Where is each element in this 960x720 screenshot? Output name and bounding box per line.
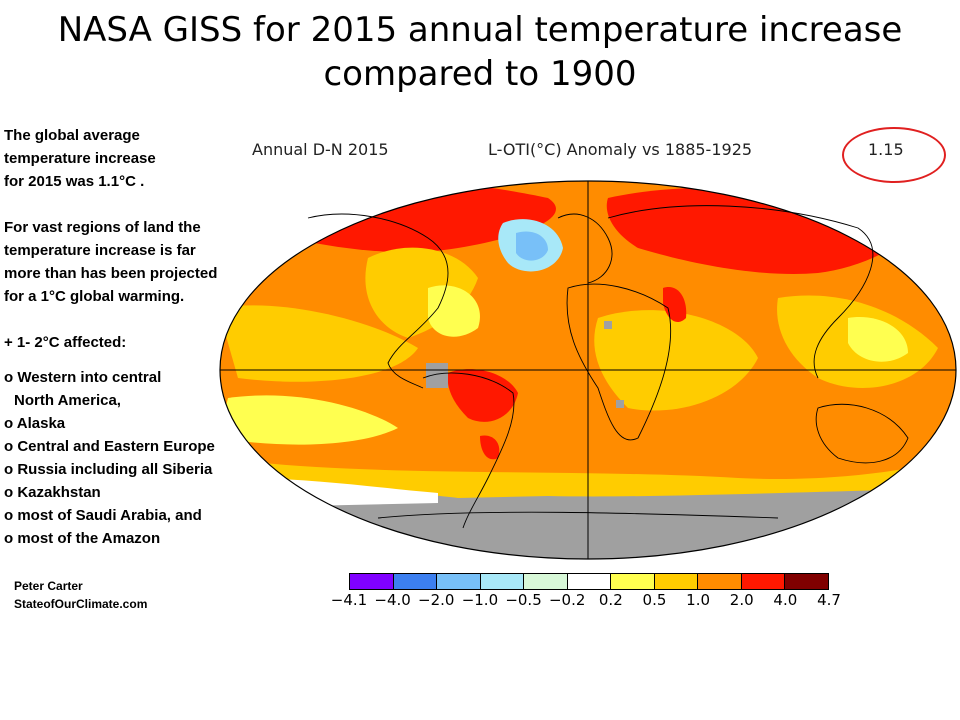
legend-swatch <box>698 574 742 589</box>
author-site: StateofOurClimate.com <box>14 597 148 611</box>
legend-swatch <box>611 574 655 589</box>
author-name: Peter Carter <box>14 579 83 593</box>
text-line: temperature increase <box>4 150 156 167</box>
text-line: temperature increase is far <box>4 242 196 259</box>
description-panel: The global average temperature increase … <box>4 124 244 550</box>
text-line: for a 1°C global warming. <box>4 288 185 305</box>
legend-label: 0.2 <box>598 591 623 609</box>
legend-label: 4.0 <box>773 591 798 609</box>
legend-swatch <box>350 574 394 589</box>
coastlines <box>307 205 909 529</box>
legend-swatch <box>437 574 481 589</box>
legend-swatch <box>524 574 568 589</box>
legend-label: 4.7 <box>817 591 841 609</box>
credit: Peter Carter StateofOurClimate.com <box>14 577 147 613</box>
text-line: The global average <box>4 127 140 144</box>
highlight-circle <box>842 127 946 183</box>
title-line-1: NASA GISS for 2015 annual temperature in… <box>57 10 903 50</box>
legend-label: −2.0 <box>418 591 455 609</box>
legend-label: −0.5 <box>505 591 542 609</box>
legend-label: 2.0 <box>729 591 754 609</box>
legend-label: −4.1 <box>330 591 368 609</box>
page-title: NASA GISS for 2015 annual temperature in… <box>0 8 960 96</box>
legend-label: −4.0 <box>374 591 411 609</box>
text-line: For vast regions of land the <box>4 219 201 236</box>
list-item: o Kazakhstan <box>4 484 101 501</box>
legend-label: 1.0 <box>686 591 711 609</box>
list-item: o most of Saudi Arabia, and <box>4 507 202 524</box>
list-item: North America, <box>14 392 121 409</box>
legend-swatch <box>654 574 699 589</box>
legend-swatch <box>393 574 438 589</box>
text-line: more than has been projected <box>4 265 218 282</box>
color-legend <box>349 573 829 590</box>
legend-swatch <box>567 574 612 589</box>
legend-labels: −4.1 −4.0 −2.0 −1.0 −0.5 −0.2 0.2 0.5 1.0 2.0 4.0 4… <box>309 591 869 613</box>
legend-swatch <box>480 574 525 589</box>
list-item: o Russia including all Siberia <box>4 461 213 478</box>
list-item: o Alaska <box>4 415 66 432</box>
text-line: for 2015 was 1.1°C . <box>4 173 145 190</box>
legend-label: −1.0 <box>461 591 499 609</box>
title-line-2: compared to 1900 <box>323 54 637 94</box>
legend-label: −0.2 <box>548 591 586 609</box>
affected-heading: + 1- 2°C affected: <box>4 334 127 351</box>
list-item: o Western into central <box>4 369 162 386</box>
legend-swatch <box>785 574 829 589</box>
map-period-label: Annual D-N 2015 <box>252 140 389 159</box>
list-item: o most of the Amazon <box>4 530 161 547</box>
map-anomaly-label: L-OTI(°C) Anomaly vs 1885-1925 <box>488 140 753 159</box>
legend-swatch <box>741 574 786 589</box>
legend-label: 0.5 <box>642 591 667 609</box>
temperature-anomaly-map <box>219 180 957 560</box>
list-item: o Central and Eastern Europe <box>4 438 215 455</box>
